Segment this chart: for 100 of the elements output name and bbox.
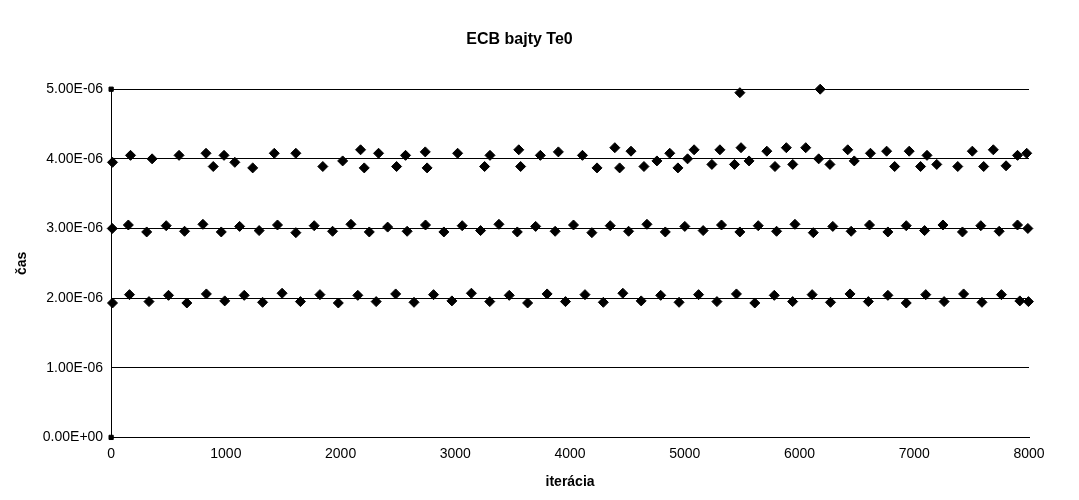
point	[673, 296, 685, 308]
point	[276, 287, 288, 299]
point	[108, 434, 114, 441]
point	[845, 225, 857, 237]
point	[370, 296, 382, 308]
point	[995, 289, 1007, 301]
point	[363, 226, 375, 238]
point	[827, 220, 839, 232]
point	[768, 289, 780, 301]
point	[679, 220, 691, 232]
point	[641, 218, 653, 230]
point	[143, 296, 155, 308]
point	[420, 219, 431, 231]
point	[938, 296, 950, 308]
y-tick-label: 0.00E+00	[42, 428, 104, 445]
point	[635, 295, 647, 307]
point	[697, 225, 709, 237]
point	[123, 289, 135, 301]
y-tick-label: 3.00E-06	[46, 219, 104, 236]
point	[993, 225, 1005, 237]
point	[752, 220, 764, 232]
point	[511, 226, 523, 238]
point	[352, 289, 364, 301]
point	[1012, 219, 1024, 231]
point	[438, 226, 450, 238]
point	[122, 219, 134, 231]
point	[108, 86, 114, 92]
point	[465, 287, 477, 299]
point	[253, 225, 265, 237]
point	[314, 289, 326, 301]
point	[604, 220, 616, 232]
point	[623, 225, 635, 237]
x-tick-label: 6000	[783, 444, 816, 461]
point	[238, 289, 250, 301]
point	[530, 220, 542, 232]
point	[919, 225, 931, 237]
point	[163, 289, 174, 301]
point	[862, 296, 874, 308]
point	[257, 296, 269, 308]
point	[1022, 296, 1034, 308]
x-tick-label: 4000	[554, 444, 586, 461]
point	[937, 219, 949, 231]
point	[308, 220, 320, 232]
point	[484, 296, 496, 308]
point	[197, 218, 209, 230]
point	[920, 289, 932, 301]
y-tick-label: 5.00E-06	[46, 80, 104, 97]
point	[975, 220, 987, 232]
x-tick-label: 7000	[898, 444, 931, 461]
x-tick-label: 1000	[210, 444, 242, 461]
point	[864, 219, 876, 231]
point	[428, 289, 440, 301]
point	[711, 296, 723, 308]
point	[456, 220, 468, 232]
point	[771, 225, 783, 237]
point	[234, 220, 246, 232]
point	[825, 296, 837, 308]
point	[327, 225, 339, 237]
point	[693, 289, 705, 301]
point	[215, 226, 227, 238]
point	[446, 295, 458, 307]
point	[568, 219, 580, 231]
point	[976, 296, 988, 308]
point	[503, 289, 515, 301]
point	[956, 226, 968, 238]
point	[882, 289, 894, 301]
point	[272, 219, 283, 231]
point	[900, 220, 912, 232]
x-tick-label: 2000	[325, 444, 357, 461]
point	[549, 225, 561, 237]
point	[807, 227, 819, 239]
point	[734, 226, 746, 238]
point	[559, 296, 571, 308]
point	[179, 225, 191, 237]
point	[382, 221, 394, 233]
point	[141, 226, 153, 238]
x-tick-label: 5000	[669, 444, 701, 461]
point	[579, 289, 591, 301]
x-tick-label: 3000	[439, 444, 472, 461]
point	[716, 219, 728, 231]
point	[586, 227, 598, 239]
x-tick-label: 8000	[1013, 444, 1045, 461]
x-tick-label: 0	[107, 444, 116, 461]
point	[294, 296, 306, 308]
point	[787, 296, 799, 308]
point	[806, 289, 818, 301]
point	[345, 218, 357, 230]
y-axis-title: čas	[13, 251, 30, 275]
point	[160, 220, 172, 232]
point	[106, 222, 118, 234]
point	[401, 225, 413, 237]
y-tick-label: 1.00E-06	[46, 358, 104, 375]
point	[655, 289, 667, 301]
point	[493, 218, 505, 230]
point	[659, 226, 671, 238]
point	[597, 296, 609, 308]
x-axis-title: iterácia	[545, 473, 595, 490]
point	[617, 287, 629, 299]
point	[789, 218, 801, 230]
point	[219, 295, 231, 307]
